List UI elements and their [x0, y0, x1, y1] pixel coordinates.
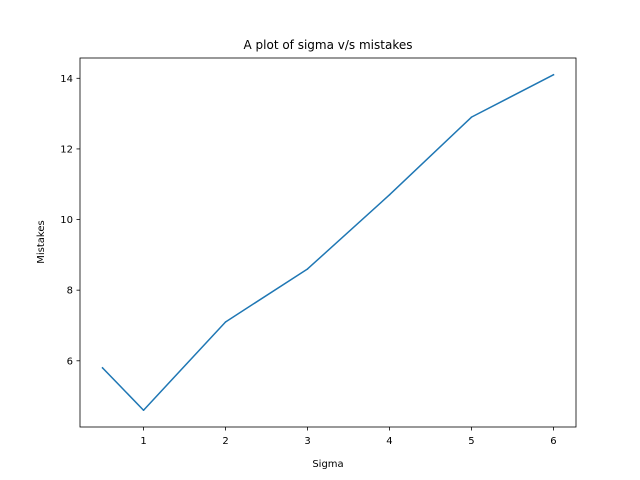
axes-frame [79, 57, 577, 428]
data-point [306, 268, 309, 270]
x-tick-label: 6 [550, 436, 556, 447]
y-tick-label: 8 [67, 286, 73, 297]
y-tick-label: 14 [60, 74, 73, 85]
x-tick-label: 4 [386, 436, 392, 447]
data-point [552, 74, 555, 76]
y-axis: 6 8 10 12 14 [60, 74, 80, 367]
x-tick-label: 1 [140, 436, 146, 447]
y-tick-label: 10 [60, 215, 73, 226]
plot-area [101, 73, 555, 411]
series-line-mistakes [101, 73, 555, 411]
x-tick-label: 2 [222, 436, 228, 447]
data-point [142, 409, 145, 411]
x-tick-label: 5 [468, 436, 474, 447]
y-axis-label: Mistakes [36, 220, 47, 263]
chart-title: A plot of sigma v/s mistakes [244, 38, 413, 52]
x-tick-label: 3 [304, 436, 310, 447]
y-tick-label: 6 [67, 356, 73, 367]
data-point [388, 194, 391, 196]
y-tick-label: 12 [60, 144, 73, 155]
data-point [101, 367, 104, 369]
data-point [224, 321, 227, 323]
x-axis: 1 2 3 4 5 6 [140, 427, 557, 447]
x-axis-label: Sigma [312, 459, 343, 470]
data-point [470, 116, 473, 118]
